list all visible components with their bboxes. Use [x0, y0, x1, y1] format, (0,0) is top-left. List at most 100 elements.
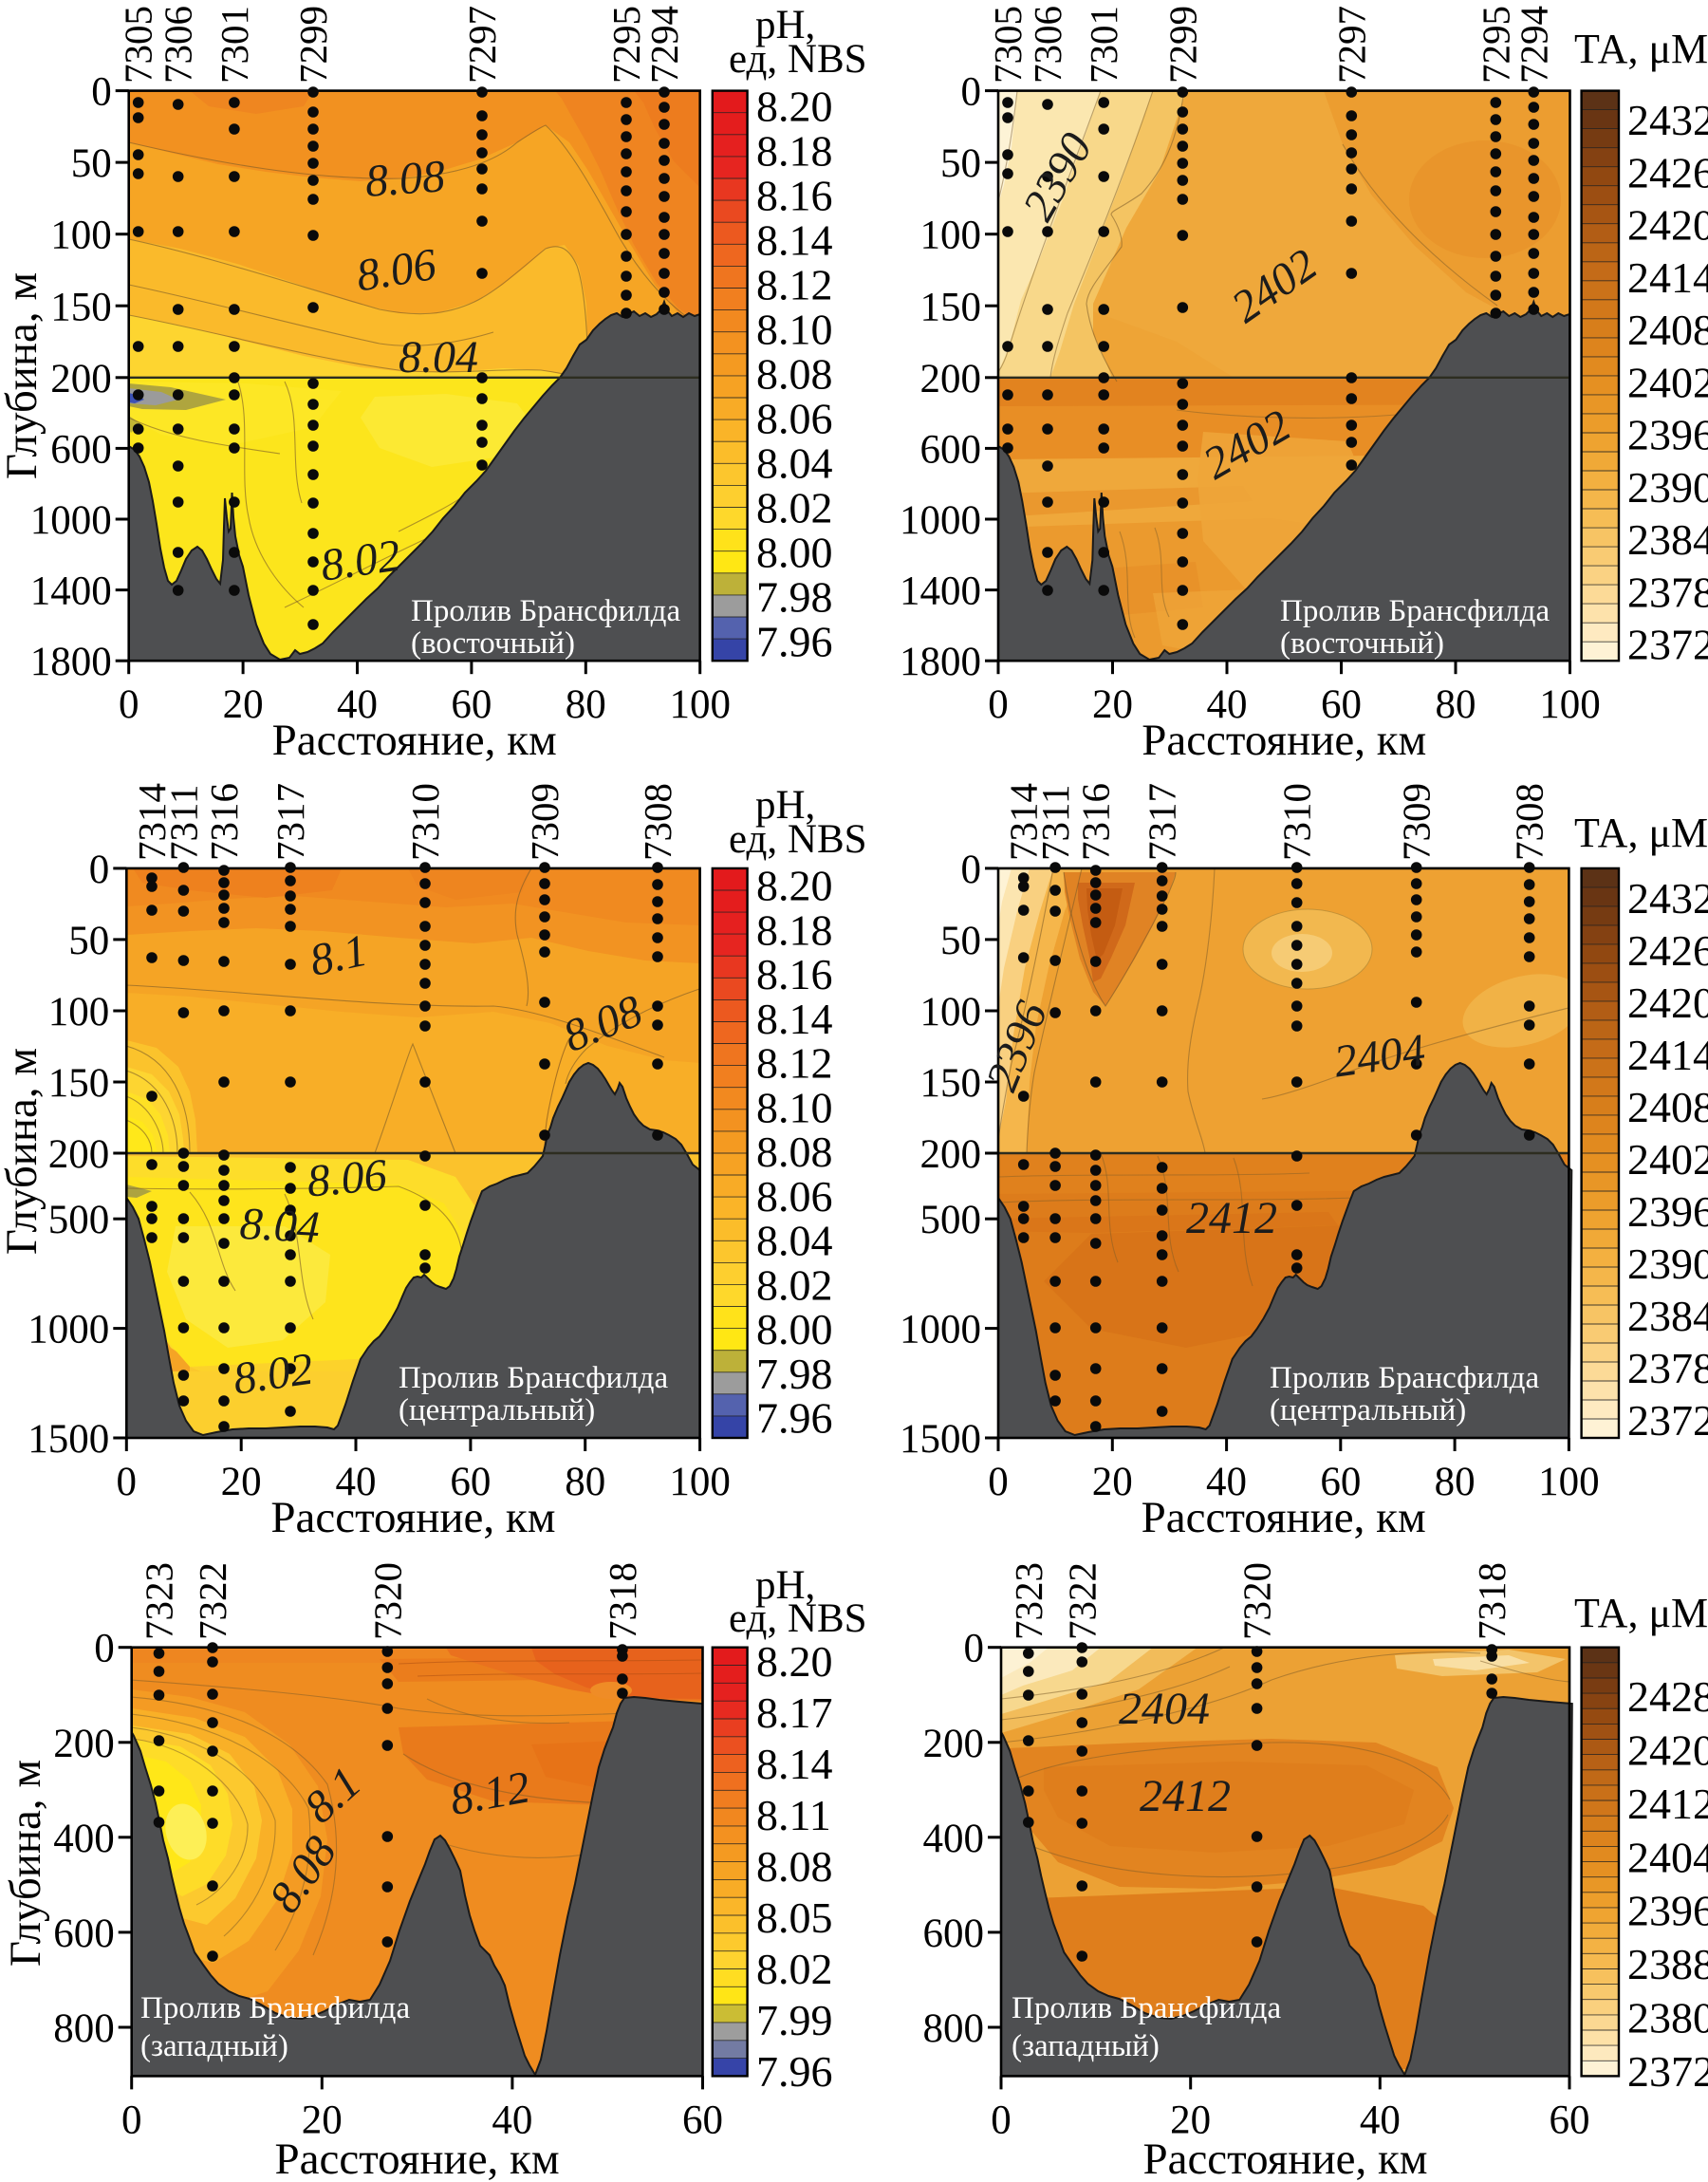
svg-text:2420: 2420 — [1627, 1725, 1708, 1774]
svg-text:7317: 7317 — [1141, 783, 1184, 861]
svg-text:7.98: 7.98 — [756, 1350, 833, 1398]
svg-text:40: 40 — [1206, 1460, 1247, 1504]
svg-text:2388: 2388 — [1627, 1940, 1708, 1988]
svg-text:150: 150 — [50, 285, 112, 329]
svg-text:7308: 7308 — [636, 783, 679, 861]
svg-text:7299: 7299 — [291, 6, 335, 84]
svg-text:7305: 7305 — [986, 6, 1030, 84]
svg-text:8.11: 8.11 — [756, 1791, 831, 1839]
svg-text:200: 200 — [50, 357, 112, 401]
svg-text:(восточный): (восточный) — [1280, 626, 1444, 661]
svg-text:2378: 2378 — [1627, 1344, 1708, 1392]
svg-text:60: 60 — [1320, 1460, 1361, 1504]
svg-text:50: 50 — [940, 141, 981, 186]
svg-text:20: 20 — [302, 2098, 343, 2142]
svg-text:8.20: 8.20 — [756, 862, 833, 910]
svg-text:1500: 1500 — [28, 1417, 109, 1462]
svg-text:60: 60 — [1321, 682, 1362, 727]
svg-text:8.08: 8.08 — [363, 151, 446, 207]
svg-text:50: 50 — [71, 141, 112, 186]
svg-text:8.12: 8.12 — [756, 1039, 833, 1088]
svg-text:60: 60 — [1550, 2098, 1590, 2142]
svg-text:Расстояние, км: Расстояние, км — [1142, 716, 1426, 765]
svg-text:7316: 7316 — [202, 783, 246, 861]
svg-text:8.05: 8.05 — [756, 1893, 833, 1942]
svg-text:2372: 2372 — [1627, 621, 1708, 669]
svg-text:7.96: 7.96 — [756, 618, 833, 666]
svg-text:60: 60 — [451, 682, 492, 727]
svg-text:150: 150 — [48, 1061, 110, 1106]
svg-text:7320: 7320 — [1235, 1562, 1279, 1640]
svg-text:60: 60 — [682, 2098, 723, 2142]
svg-text:pH,: pH, — [755, 1563, 815, 1608]
svg-text:Пролив Брансфилда: Пролив Брансфилда — [399, 1361, 668, 1395]
svg-text:8.14: 8.14 — [756, 1740, 833, 1788]
svg-text:2404: 2404 — [1627, 1833, 1708, 1881]
svg-text:0: 0 — [988, 682, 1009, 727]
svg-text:2432: 2432 — [1627, 96, 1708, 144]
svg-text:1000: 1000 — [900, 498, 981, 543]
svg-text:8.20: 8.20 — [756, 1637, 833, 1686]
svg-text:100: 100 — [1538, 1460, 1600, 1504]
svg-text:7306: 7306 — [157, 6, 200, 84]
svg-text:0: 0 — [119, 682, 139, 727]
svg-text:7301: 7301 — [1082, 6, 1125, 84]
svg-text:0: 0 — [94, 1627, 115, 1671]
svg-text:20: 20 — [221, 1460, 262, 1504]
svg-text:8.1: 8.1 — [306, 925, 372, 986]
svg-text:2402: 2402 — [1627, 1135, 1708, 1184]
svg-text:600: 600 — [53, 1912, 115, 1956]
svg-text:0: 0 — [117, 1460, 138, 1504]
svg-text:100: 100 — [1539, 682, 1601, 727]
svg-text:2402: 2402 — [1627, 358, 1708, 406]
svg-text:pH,: pH, — [755, 3, 815, 47]
svg-text:100: 100 — [48, 990, 110, 1035]
svg-text:7297: 7297 — [460, 6, 504, 84]
svg-text:1400: 1400 — [900, 569, 981, 614]
svg-text:1400: 1400 — [30, 569, 112, 614]
svg-text:0: 0 — [121, 2098, 142, 2142]
svg-text:40: 40 — [1207, 682, 1248, 727]
svg-text:Глубина, м: Глубина, м — [0, 1048, 46, 1255]
svg-text:2412: 2412 — [1627, 1780, 1708, 1828]
svg-text:2412: 2412 — [1140, 1771, 1231, 1821]
svg-text:200: 200 — [48, 1132, 110, 1177]
svg-text:7.98: 7.98 — [756, 573, 833, 622]
svg-text:1800: 1800 — [900, 640, 981, 684]
svg-text:7311: 7311 — [161, 785, 205, 861]
svg-text:500: 500 — [48, 1198, 110, 1242]
svg-text:7323: 7323 — [1007, 1562, 1050, 1640]
svg-text:Пролив Брансфилда: Пролив Брансфилда — [1270, 1361, 1539, 1395]
svg-text:7301: 7301 — [213, 6, 256, 84]
svg-text:2426: 2426 — [1627, 148, 1708, 196]
svg-text:7309: 7309 — [523, 783, 566, 861]
svg-text:Пролив Брансфилда: Пролив Брансфилда — [1012, 1991, 1281, 2025]
svg-text:400: 400 — [53, 1817, 115, 1861]
svg-text:8.04: 8.04 — [756, 1217, 833, 1265]
svg-text:Глубина, м: Глубина, м — [0, 272, 46, 479]
svg-text:2420: 2420 — [1627, 201, 1708, 250]
svg-text:Пролив Брансфилда: Пролив Брансфилда — [411, 594, 680, 628]
svg-text:Расстояние, км: Расстояние, км — [270, 1493, 555, 1542]
svg-text:7322: 7322 — [191, 1562, 234, 1640]
svg-text:0: 0 — [91, 70, 112, 115]
svg-text:7299: 7299 — [1160, 6, 1204, 84]
svg-text:40: 40 — [336, 1460, 377, 1504]
svg-text:80: 80 — [1435, 1460, 1476, 1504]
svg-text:Пролив Брансфилда: Пролив Брансфилда — [140, 1991, 410, 2025]
svg-text:150: 150 — [920, 285, 982, 329]
svg-text:Глубина, м: Глубина, м — [1, 1760, 50, 1967]
svg-text:800: 800 — [923, 2006, 985, 2051]
svg-text:7318: 7318 — [1470, 1562, 1513, 1640]
svg-text:20: 20 — [1092, 682, 1133, 727]
svg-text:1500: 1500 — [900, 1417, 981, 1462]
svg-text:7306: 7306 — [1026, 6, 1069, 84]
svg-text:0: 0 — [991, 2098, 1012, 2142]
svg-text:50: 50 — [940, 919, 981, 963]
svg-text:2412: 2412 — [1186, 1193, 1277, 1243]
svg-text:8.02: 8.02 — [756, 484, 833, 532]
svg-text:ТА, μМ: ТА, μМ — [1574, 26, 1708, 72]
svg-text:100: 100 — [669, 1460, 731, 1504]
svg-text:7.96: 7.96 — [756, 2047, 833, 2096]
svg-text:8.00: 8.00 — [756, 1305, 833, 1353]
